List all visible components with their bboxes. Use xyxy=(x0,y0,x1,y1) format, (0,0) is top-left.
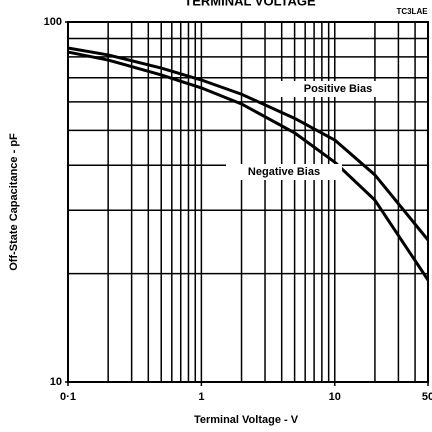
x-axis-label: Terminal Voltage - V xyxy=(194,414,299,426)
series-label: Negative Bias xyxy=(248,166,320,178)
y-tick-label: 10 xyxy=(50,376,62,388)
y-axis-label: Off-State Capacitance - pF xyxy=(8,133,20,271)
series-label-bg xyxy=(280,81,396,97)
plot-frame xyxy=(67,21,429,383)
x-tick-label: 50 xyxy=(422,391,432,403)
x-tick-label: 0·1 xyxy=(60,391,76,403)
x-tick-label: 10 xyxy=(329,391,341,403)
chart-title: TERMINAL VOLTAGE xyxy=(184,0,316,8)
line-series xyxy=(67,50,430,281)
x-tick-label: 1 xyxy=(198,391,204,403)
chart-code: TC3LAE xyxy=(396,7,428,16)
series-label: Positive Bias xyxy=(304,83,372,95)
line-series xyxy=(67,46,430,241)
y-tick-label: 100 xyxy=(44,16,62,28)
series-label-bg xyxy=(226,164,342,180)
